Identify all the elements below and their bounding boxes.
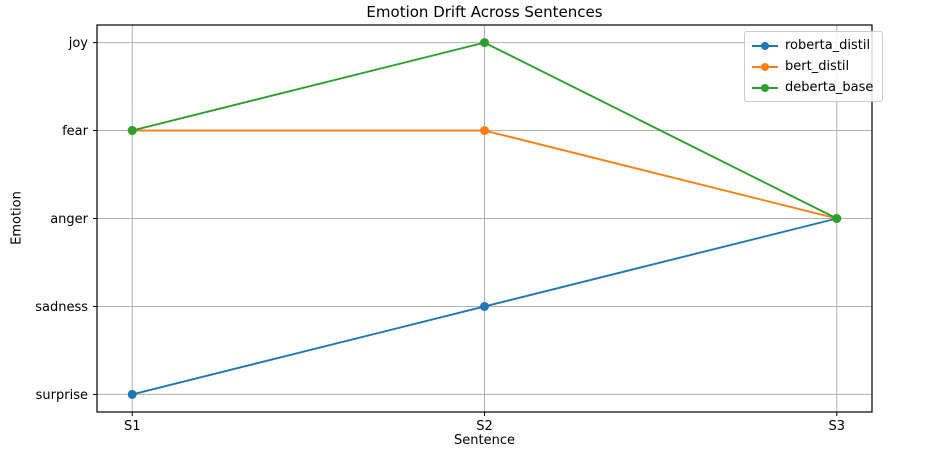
- y-tick-label: sadness: [35, 300, 88, 315]
- legend-item-roberta-distil: roberta_distil: [752, 37, 873, 54]
- data-point-deberta_base: [127, 126, 137, 136]
- x-tick-label: S3: [829, 419, 846, 434]
- legend-label: deberta_base: [785, 80, 874, 95]
- y-tick-label: surprise: [36, 388, 88, 403]
- legend-line-marker: [752, 62, 778, 71]
- y-tick-label: fear: [62, 124, 89, 139]
- y-axis-label: Emotion: [9, 191, 25, 245]
- legend-item-bert-distil: bert_distil: [752, 58, 873, 75]
- data-point-deberta_base: [480, 38, 489, 48]
- y-tick-label: joy: [68, 36, 89, 51]
- chart-title: Emotion Drift Across Sentences: [366, 3, 603, 21]
- x-tick-label: S1: [124, 419, 141, 434]
- x-tick-label: S2: [476, 419, 493, 434]
- legend-label: bert_distil: [785, 59, 850, 74]
- legend-line-marker: [752, 41, 778, 50]
- data-point-bert_distil: [480, 126, 489, 136]
- legend: roberta_distil bert_distil deberta_base: [744, 31, 884, 102]
- legend-line-marker: [752, 83, 778, 92]
- data-point-deberta_base: [832, 214, 842, 223]
- data-point-roberta_distil: [480, 301, 489, 311]
- legend-item-deberta-base: deberta_base: [752, 79, 873, 96]
- x-axis-label: Sentence: [454, 433, 515, 448]
- data-point-roberta_distil: [127, 389, 137, 399]
- legend-label: roberta_distil: [785, 38, 871, 53]
- y-tick-label: anger: [50, 212, 88, 227]
